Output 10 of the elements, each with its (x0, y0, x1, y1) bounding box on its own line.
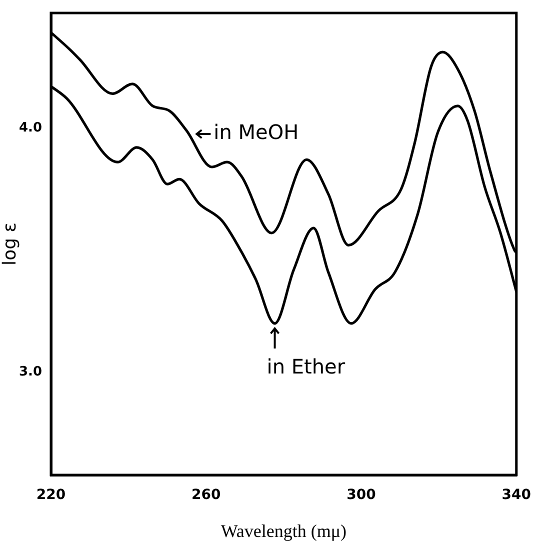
annotation: in Ether (266, 354, 346, 379)
x-tick-label: 340 (502, 487, 532, 504)
annotation: in MeOH (214, 120, 299, 144)
x-tick-label: 260 (192, 487, 221, 504)
y-tick-label: 3.0 (18, 364, 42, 380)
y-tick-label: 4.0 (18, 120, 42, 136)
x-axis-title: Wavelength (mμ) (220, 520, 347, 541)
x-tick-label: 220 (36, 487, 66, 504)
x-tick-label: 300 (346, 487, 376, 504)
y-axis-title: log ε (0, 222, 20, 266)
